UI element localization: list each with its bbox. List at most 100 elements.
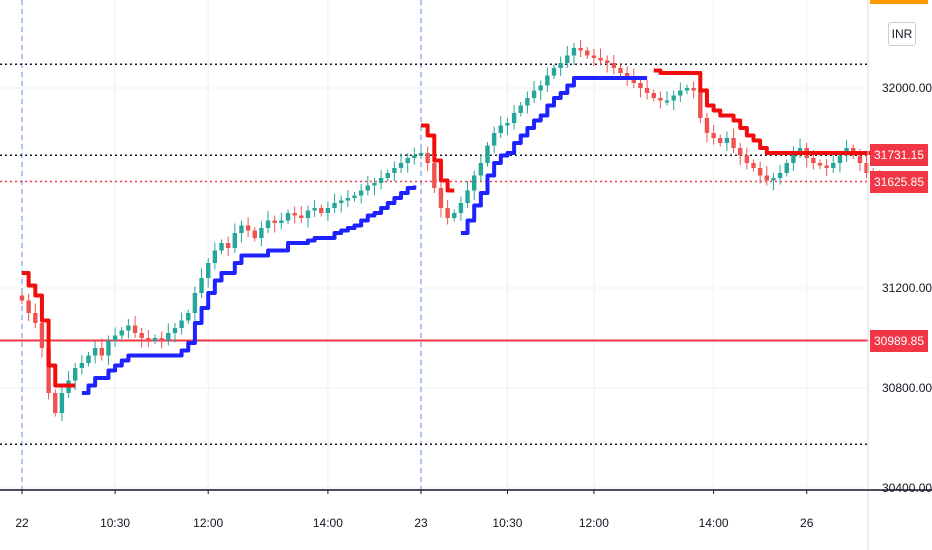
price-tag: 31731.15 — [870, 144, 928, 167]
candle-body — [345, 198, 351, 201]
candle-body — [332, 203, 337, 208]
candle-body — [272, 220, 277, 223]
time-tick-label: 12:00 — [579, 516, 609, 530]
candle-body — [172, 328, 178, 333]
candle-body — [671, 95, 676, 101]
candle-body — [837, 155, 843, 163]
candle-body — [704, 118, 710, 133]
candle-body — [139, 333, 144, 338]
candle-body — [252, 230, 257, 238]
candle-body — [711, 133, 716, 138]
candle-body — [219, 243, 224, 251]
candle-body — [817, 163, 823, 166]
candle-body — [831, 163, 836, 168]
candle-body — [279, 220, 284, 223]
candle-body — [638, 83, 643, 88]
supertrend-segment — [653, 68, 880, 155]
candle-body — [405, 158, 410, 163]
candle-body — [232, 233, 237, 248]
candle-body — [398, 163, 404, 168]
candle-body — [664, 100, 670, 103]
chart-grid — [0, 0, 868, 490]
candle-body — [511, 113, 517, 123]
time-tick-label: 26 — [800, 516, 814, 530]
candle-body — [265, 220, 271, 228]
supertrend-segment — [81, 185, 417, 395]
candle-body — [126, 325, 131, 331]
candle-body — [292, 213, 297, 216]
candle-body — [698, 90, 703, 118]
candle-body — [605, 60, 610, 63]
candle-body — [591, 55, 597, 58]
time-tick-label: 10:30 — [492, 516, 522, 530]
candle-body — [152, 338, 158, 341]
candle-body — [46, 348, 51, 393]
candle-body — [319, 208, 324, 213]
candle-body — [299, 215, 304, 218]
candle-body — [365, 185, 370, 191]
candle-body — [458, 203, 464, 213]
supertrend-segment — [22, 271, 76, 388]
candle-body — [199, 278, 204, 293]
candle-body — [225, 243, 231, 248]
candle-body — [445, 208, 450, 218]
price-axis[interactable]: 32000.00 31200.00 30800.00 30400.00 — [867, 0, 932, 550]
candle-body — [99, 348, 104, 356]
candle-body — [465, 190, 470, 203]
candle-body — [33, 313, 38, 323]
candle-body — [146, 338, 151, 341]
candle-body — [678, 90, 683, 96]
candle-body — [132, 325, 138, 333]
candle-body — [658, 98, 663, 101]
candle-body — [744, 155, 750, 163]
candlestick-series — [19, 40, 883, 421]
candle-body — [352, 195, 357, 198]
candle-body — [39, 323, 45, 348]
candle-body — [412, 155, 417, 158]
candle-body — [166, 333, 171, 341]
candle-body — [472, 175, 477, 191]
time-axis[interactable]: 22 10:30 12:00 14:00 23 10:30 12:00 14:00 26 — [0, 489, 932, 530]
candle-body — [485, 145, 490, 163]
candle-body — [259, 228, 264, 238]
candle-body — [498, 125, 503, 133]
candle-body — [432, 163, 437, 188]
candle-body — [358, 190, 364, 196]
candle-body — [285, 213, 291, 221]
candle-body — [731, 138, 736, 148]
candle-body — [618, 68, 623, 73]
time-tick-label: 14:00 — [699, 516, 729, 530]
candle-body — [824, 165, 829, 168]
candle-body — [385, 173, 390, 178]
candle-body — [518, 105, 523, 113]
candle-body — [724, 138, 730, 143]
candle-body — [245, 225, 251, 231]
candle-body — [651, 93, 656, 98]
candle-body — [631, 78, 636, 83]
candle-body — [305, 210, 311, 218]
time-tick-label: 12:00 — [193, 516, 223, 530]
supertrend-line — [22, 68, 880, 395]
candle-body — [538, 85, 543, 91]
candle-body — [179, 320, 184, 328]
price-tag: 30989.85 — [870, 329, 928, 352]
supertrend-segment — [421, 123, 455, 193]
candle-body — [757, 168, 763, 176]
candle-body — [791, 153, 796, 163]
candle-body — [112, 335, 118, 341]
price-tag: 32379.85 — [870, 0, 928, 4]
time-tick-label: 22 — [15, 516, 29, 530]
candle-body — [192, 293, 198, 313]
price-tick-label: 31200.00 — [882, 281, 932, 295]
candle-body — [491, 133, 497, 146]
candle-body — [206, 263, 211, 278]
candle-body — [531, 90, 537, 98]
time-tick-label: 10:30 — [100, 516, 130, 530]
candle-body — [578, 48, 583, 51]
currency-label[interactable]: INR — [888, 22, 916, 46]
candle-body — [212, 250, 218, 263]
price-level-lines — [0, 63, 868, 445]
candle-body — [777, 173, 783, 178]
candle-body — [624, 73, 630, 78]
